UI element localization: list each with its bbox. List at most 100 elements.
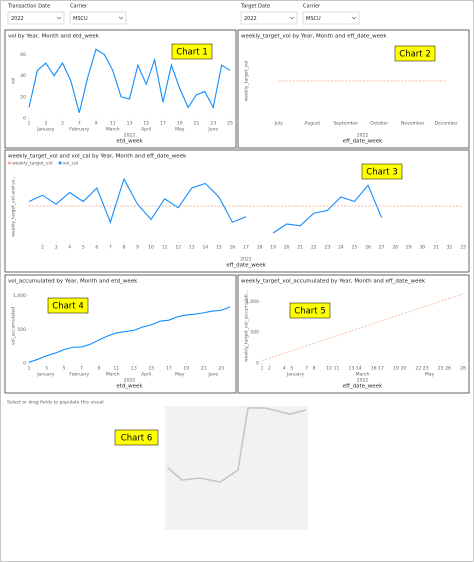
y-tick-label: 0 xyxy=(256,361,259,367)
month-label: January xyxy=(286,372,304,378)
x-tick-label: 11 xyxy=(114,366,120,372)
placeholder-box xyxy=(165,406,308,530)
y-axis-label: weekly_target_vol and vo... xyxy=(11,175,17,237)
x-tick-label: 9 xyxy=(136,245,139,251)
month-label: April xyxy=(141,372,151,378)
y-tick-label: 500 xyxy=(250,330,259,336)
month-label: June xyxy=(207,127,218,133)
y-tick-label: 1,000 xyxy=(13,293,26,299)
chart-title: weekly_target_vol by Year, Month and eff… xyxy=(241,34,387,40)
filter-value: 2022 xyxy=(11,16,24,22)
x-tick-label: 5 xyxy=(82,245,85,251)
x-tick-label: 7 xyxy=(78,121,81,127)
month-label: January xyxy=(36,127,54,133)
chart-title: weekly_target_vol and vol_cal by Year, M… xyxy=(8,154,187,160)
annotation-box xyxy=(47,297,89,314)
chart-title: vol_accumulated by Year, Month and etd_w… xyxy=(8,279,138,285)
filter-dropdown[interactable] xyxy=(69,11,127,25)
x-tick-label: 2 xyxy=(268,366,271,372)
y-tick-label: 60 xyxy=(20,52,26,58)
annotation-box xyxy=(171,43,213,60)
dropdown-chevron xyxy=(289,16,295,20)
x-tick-label: 17 xyxy=(160,121,166,127)
year-label: 2022 xyxy=(357,378,369,384)
y-tick-label: 40 xyxy=(20,73,26,79)
year-label: 2022 xyxy=(240,257,252,263)
x-tick-label: 10 xyxy=(148,245,154,251)
x-tick-label: 11 xyxy=(110,121,116,127)
x-tick-label: 21 xyxy=(297,245,303,251)
x-tick-label: 21 xyxy=(201,366,207,372)
x-tick-label: 31 xyxy=(433,245,439,251)
x-tick-label: 7 xyxy=(305,366,308,372)
x-tick-label: 26 xyxy=(445,366,451,372)
filter-value: MSCU xyxy=(306,16,321,22)
y-tick-label: 500 xyxy=(17,327,26,333)
x-tick-label: 10 xyxy=(326,366,332,372)
placeholder-line xyxy=(167,407,307,483)
filter-dropdown[interactable] xyxy=(7,11,65,25)
x-tick-label: 13 xyxy=(348,366,354,372)
x-tick-label: 23 xyxy=(218,366,224,372)
x-category-label: December xyxy=(435,121,458,127)
legend-label: weekly_target_vol xyxy=(12,161,53,167)
x-tick-label: 1 xyxy=(28,121,31,127)
filter-dropdown[interactable] xyxy=(240,11,298,25)
month-label: May xyxy=(175,372,185,378)
annotation-box xyxy=(361,163,403,180)
x-tick-label: 11 xyxy=(162,245,168,251)
x-tick-label: 23 xyxy=(325,245,331,251)
x-tick-label: 12 xyxy=(175,245,181,251)
x-tick-label: 19 xyxy=(270,245,276,251)
legend-label: vol_cal xyxy=(63,161,78,167)
dropdown-chevron xyxy=(56,16,62,20)
annotation-box xyxy=(394,45,436,62)
annotation-box xyxy=(114,429,159,446)
x-tick-label: 5 xyxy=(61,121,64,127)
visual-frame xyxy=(4,274,237,394)
x-axis-label: etd_week xyxy=(116,139,143,145)
x-tick-label: 19 xyxy=(393,366,399,372)
year-label: 2022 xyxy=(124,133,136,139)
y-tick-label: 1,000 xyxy=(246,299,259,305)
x-tick-label: 3 xyxy=(55,245,58,251)
x-tick-label: 20 xyxy=(401,366,407,372)
x-tick-label: 13 xyxy=(189,245,195,251)
x-axis-label: eff_date_week xyxy=(226,263,266,269)
annotation: Chart 1 xyxy=(176,48,207,58)
x-tick-label: 17 xyxy=(378,366,384,372)
month-label: March xyxy=(106,372,120,378)
x-tick-label: 15 xyxy=(148,366,154,372)
month-label: January xyxy=(36,372,54,378)
x-tick-label: 21 xyxy=(194,121,200,127)
month-label: June xyxy=(207,372,218,378)
annotation: Chart 2 xyxy=(399,50,430,60)
annotation: Chart 5 xyxy=(294,307,325,317)
x-tick-label: 9 xyxy=(97,366,100,372)
x-axis-label: eff_date_week xyxy=(343,139,383,145)
filter-value: MSCU xyxy=(73,16,88,22)
x-category-label: August xyxy=(304,121,320,127)
legend-marker xyxy=(8,161,11,165)
x-tick-label: 30 xyxy=(419,245,425,251)
x-tick-label: 17 xyxy=(243,245,249,251)
x-tick-label: 3 xyxy=(44,121,47,127)
x-tick-label: 27 xyxy=(379,245,385,251)
dropdown-chevron xyxy=(118,16,124,20)
x-tick-label: 33 xyxy=(460,245,466,251)
filter-label: Target Date xyxy=(240,4,270,10)
y-axis-label: vol_accumulated xyxy=(11,307,17,345)
x-tick-label: 1 xyxy=(261,366,264,372)
x-tick-label: 24 xyxy=(338,245,344,251)
x-tick-label: 19 xyxy=(183,366,189,372)
x-category-label: July xyxy=(274,121,283,127)
month-label: April xyxy=(141,127,151,133)
x-tick-label: 29 xyxy=(406,245,412,251)
filter-dropdown[interactable] xyxy=(302,11,360,25)
x-tick-label: 32 xyxy=(447,245,453,251)
year-label: 2022 xyxy=(357,133,369,139)
filter-label: Transaction Date xyxy=(7,4,50,10)
visual-frame xyxy=(237,274,470,394)
x-tick-label: 28 xyxy=(460,366,466,372)
